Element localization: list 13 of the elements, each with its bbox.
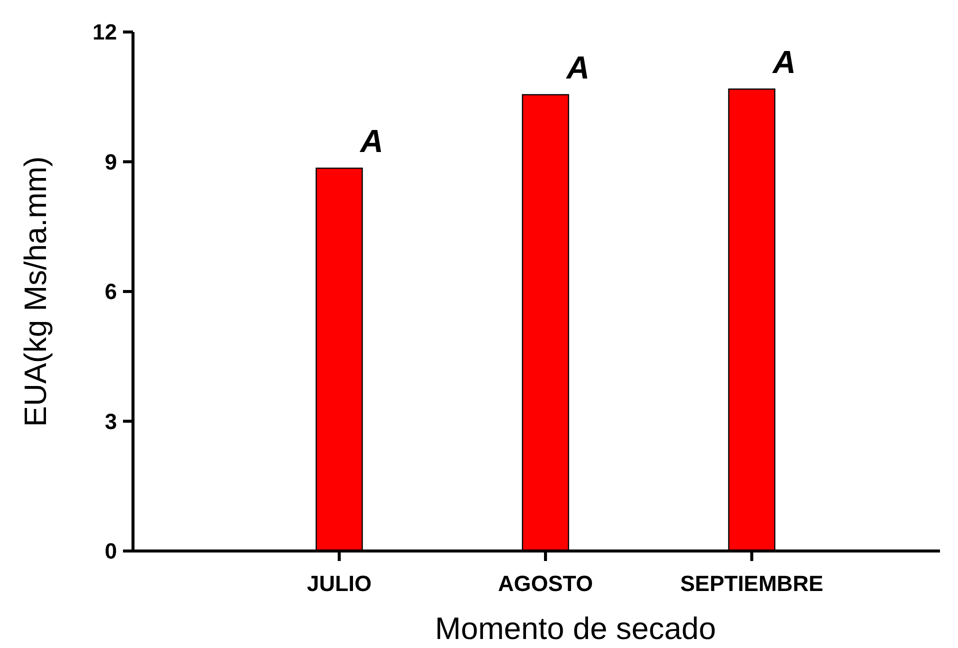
y-tick-label: 3 (104, 408, 117, 434)
y-tick-label: 6 (104, 279, 117, 304)
y-axis-title: EUA(kg Ms/ha.mm) (18, 156, 53, 427)
y-tick-label: 12 (92, 20, 117, 45)
annotation: A (359, 123, 384, 160)
x-tick-label: AGOSTO (498, 571, 593, 596)
x-tick-label: JULIO (306, 571, 372, 596)
x-axis-title: Momento de secado (435, 611, 716, 646)
x-tick-label: SEPTIEMBRE (680, 571, 824, 596)
y-tick-label: 0 (104, 538, 117, 564)
annotation: A (772, 44, 796, 80)
annotation: A (566, 50, 590, 86)
y-tick-label: 9 (104, 149, 117, 174)
